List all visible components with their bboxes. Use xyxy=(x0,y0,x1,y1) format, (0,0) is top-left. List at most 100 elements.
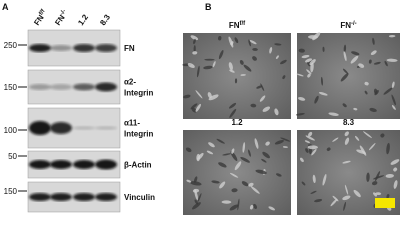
band xyxy=(50,45,72,51)
cell xyxy=(242,142,246,153)
cell xyxy=(340,73,349,82)
cell xyxy=(237,198,240,211)
cell xyxy=(274,139,284,145)
label-base: FN xyxy=(340,21,351,30)
cell xyxy=(280,137,291,142)
band xyxy=(29,84,51,90)
cell xyxy=(386,194,390,199)
cell xyxy=(386,58,398,62)
marker-label: 100 xyxy=(4,126,18,135)
cell xyxy=(218,162,227,168)
cell xyxy=(371,181,378,186)
cell xyxy=(391,94,396,106)
cell xyxy=(314,198,323,203)
band xyxy=(50,122,72,134)
cell xyxy=(229,69,235,73)
cell xyxy=(373,61,381,65)
cell xyxy=(192,51,198,55)
cell xyxy=(207,92,212,99)
band xyxy=(73,83,95,91)
micrograph xyxy=(297,33,400,119)
cell xyxy=(373,192,377,197)
cell xyxy=(366,172,370,183)
cell xyxy=(196,65,200,78)
band xyxy=(95,193,117,201)
cell xyxy=(183,94,191,99)
cell xyxy=(344,184,349,195)
cell xyxy=(275,173,282,177)
cell xyxy=(307,35,318,39)
cell xyxy=(282,146,288,148)
label-base: FN xyxy=(229,21,240,30)
panel-label: B xyxy=(205,2,212,12)
band xyxy=(50,193,72,201)
label-sup: -/- xyxy=(59,9,67,17)
lane-label: FN-/- xyxy=(340,21,356,30)
lane-label: 8.3 xyxy=(343,118,355,127)
cell xyxy=(386,142,390,155)
cell xyxy=(229,172,239,178)
band xyxy=(29,193,51,201)
cell xyxy=(307,145,318,150)
cell xyxy=(260,83,265,92)
cell xyxy=(332,195,339,202)
lane-label: 1.2 xyxy=(231,118,243,127)
cell xyxy=(344,137,350,145)
cell xyxy=(206,150,214,155)
band xyxy=(50,160,72,169)
cell xyxy=(388,34,396,38)
cell xyxy=(250,103,257,108)
cell xyxy=(269,46,273,54)
cell xyxy=(216,138,225,144)
label-sup: f/f xyxy=(38,8,47,17)
cell xyxy=(252,56,257,61)
cell xyxy=(301,181,306,186)
cell xyxy=(211,180,220,184)
protein-label: Integrin xyxy=(124,130,153,139)
cell xyxy=(308,131,313,137)
protein-label: Integrin xyxy=(124,89,153,98)
lane-label: FNf/f xyxy=(32,8,49,27)
cell xyxy=(298,48,305,53)
cell xyxy=(342,68,349,74)
cell xyxy=(304,140,310,143)
band xyxy=(95,126,117,130)
cell xyxy=(391,105,396,110)
cell xyxy=(268,206,276,211)
panel-label: A xyxy=(2,2,9,12)
cell xyxy=(330,198,338,207)
micrographs: FNf/f FN-/-1.2 8.3 xyxy=(182,21,400,215)
cell xyxy=(219,181,226,189)
cell xyxy=(195,103,202,112)
cell xyxy=(311,148,317,156)
band xyxy=(29,160,51,169)
cell xyxy=(254,138,259,149)
protein-label: β-Actin xyxy=(124,161,152,170)
marker-label: 150 xyxy=(4,83,18,92)
band xyxy=(73,126,95,130)
cell xyxy=(368,59,372,64)
cell xyxy=(229,108,237,118)
marker-label: 250 xyxy=(4,41,18,50)
cell xyxy=(249,204,254,210)
cell xyxy=(221,200,232,204)
cell xyxy=(222,153,231,156)
label-base: 8.3 xyxy=(343,118,355,127)
band xyxy=(73,193,95,201)
cell xyxy=(354,135,360,141)
cell xyxy=(351,51,360,56)
cell xyxy=(262,106,271,112)
cell xyxy=(255,169,267,175)
cell xyxy=(195,90,203,99)
label-sup: -/- xyxy=(351,21,357,27)
cell xyxy=(243,64,252,72)
cell xyxy=(363,131,372,139)
cell xyxy=(189,181,202,186)
cell xyxy=(240,156,251,163)
cell xyxy=(218,49,224,60)
cell xyxy=(190,103,198,110)
cell xyxy=(212,61,216,68)
cell xyxy=(241,181,249,187)
cell xyxy=(256,85,263,89)
